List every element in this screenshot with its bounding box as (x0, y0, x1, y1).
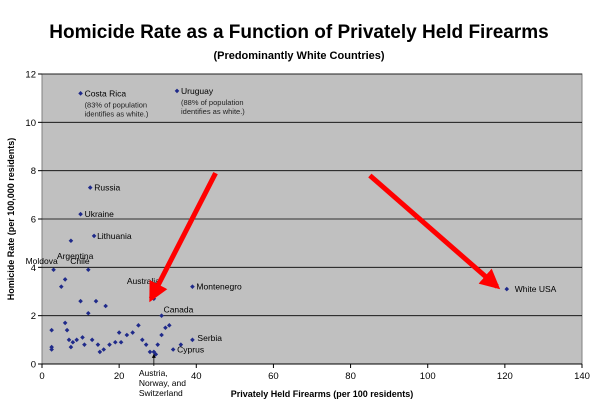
x-tick-label: 140 (574, 371, 590, 382)
data-point (190, 284, 195, 289)
data-point (504, 286, 510, 292)
x-axis-label: Privately Held Firearms (per 100 residen… (231, 389, 414, 399)
data-point (97, 349, 103, 355)
chart-title: Homicide Rate as a Function of Privately… (49, 22, 549, 43)
point-note: identifies as white.) (181, 107, 245, 116)
data-point (151, 349, 157, 355)
data-point (49, 347, 54, 352)
data-point (49, 327, 54, 333)
data-point (190, 337, 195, 343)
data-point (51, 267, 56, 273)
x-tick-label: 60 (268, 371, 279, 382)
x-tick-label: 120 (497, 371, 513, 382)
point-label: Serbia (197, 333, 222, 343)
data-point (118, 339, 124, 345)
data-point (62, 320, 68, 326)
data-point (93, 298, 99, 304)
data-point (124, 332, 130, 338)
data-point (101, 347, 107, 352)
y-tick-label: 2 (31, 311, 36, 322)
data-point (139, 337, 145, 343)
y-tick-label: 10 (25, 118, 36, 129)
y-tick-label: 0 (31, 360, 36, 371)
point-label: Costa Rica (85, 88, 127, 98)
x-tick-label: 20 (114, 371, 125, 382)
point-label: Ukraine (85, 209, 115, 219)
point-label: Canada (164, 305, 194, 315)
data-point (170, 347, 176, 352)
data-point (78, 91, 83, 96)
annotation-arrowhead (151, 353, 156, 358)
point-label: Moldova (26, 256, 58, 266)
y-tick-label: 12 (25, 70, 36, 81)
data-point (107, 342, 112, 347)
data-point (159, 332, 164, 338)
data-point (64, 327, 70, 333)
y-tick-label: 6 (31, 215, 36, 226)
data-point (85, 267, 91, 273)
data-point (153, 352, 159, 357)
data-point (70, 339, 76, 345)
data-point (49, 344, 54, 350)
data-point (147, 349, 153, 355)
red-arrow (368, 173, 501, 290)
point-label: Chile (70, 256, 90, 266)
y-tick-label: 8 (31, 166, 36, 177)
y-axis-label: Homicide Rate (per 100,000 residents) (6, 138, 16, 301)
data-point (68, 238, 74, 244)
data-point (74, 337, 80, 343)
point-label: Austria, Norway, and Switzerland (139, 368, 186, 398)
data-point (78, 298, 83, 304)
data-point (68, 344, 74, 350)
data-point (163, 325, 168, 331)
data-point (62, 277, 68, 282)
point-note: identifies as white.) (85, 109, 149, 118)
data-point (87, 185, 93, 190)
point-label: Uruguay (181, 86, 214, 96)
data-point (130, 330, 135, 335)
x-tick-label: 100 (420, 371, 436, 382)
point-label: White USA (515, 284, 557, 294)
data-point (103, 303, 108, 309)
data-point (58, 284, 64, 289)
point-label: Cyprus (177, 345, 204, 355)
chart-subtitle: (Predominantly White Countries) (213, 50, 385, 62)
data-point (112, 339, 118, 345)
data-point (66, 337, 72, 343)
x-tick-label: 0 (39, 371, 44, 382)
x-tick-label: 80 (345, 371, 356, 382)
data-point (80, 335, 85, 340)
point-note: (88% of population (181, 98, 244, 107)
data-point (159, 313, 164, 318)
point-note: (83% of population (85, 100, 148, 109)
data-point (155, 342, 161, 347)
data-point (166, 323, 172, 328)
red-arrow (148, 171, 218, 303)
point-label: Australia (127, 276, 160, 286)
data-point (85, 310, 91, 316)
x-tick-label: 40 (191, 371, 202, 382)
data-point (174, 88, 180, 94)
data-point (143, 342, 149, 347)
data-point (116, 330, 122, 335)
data-point (91, 233, 97, 239)
data-point (95, 342, 101, 347)
point-label: Lithuania (97, 231, 132, 241)
point-label: Argentina (57, 251, 94, 261)
y-tick-label: 4 (31, 263, 36, 274)
point-label: Montenegro (196, 282, 242, 292)
data-point (89, 337, 95, 343)
point-label: Russia (94, 183, 120, 193)
data-point (78, 211, 83, 217)
data-point (82, 342, 87, 347)
data-point (178, 342, 184, 347)
data-point (136, 323, 141, 328)
